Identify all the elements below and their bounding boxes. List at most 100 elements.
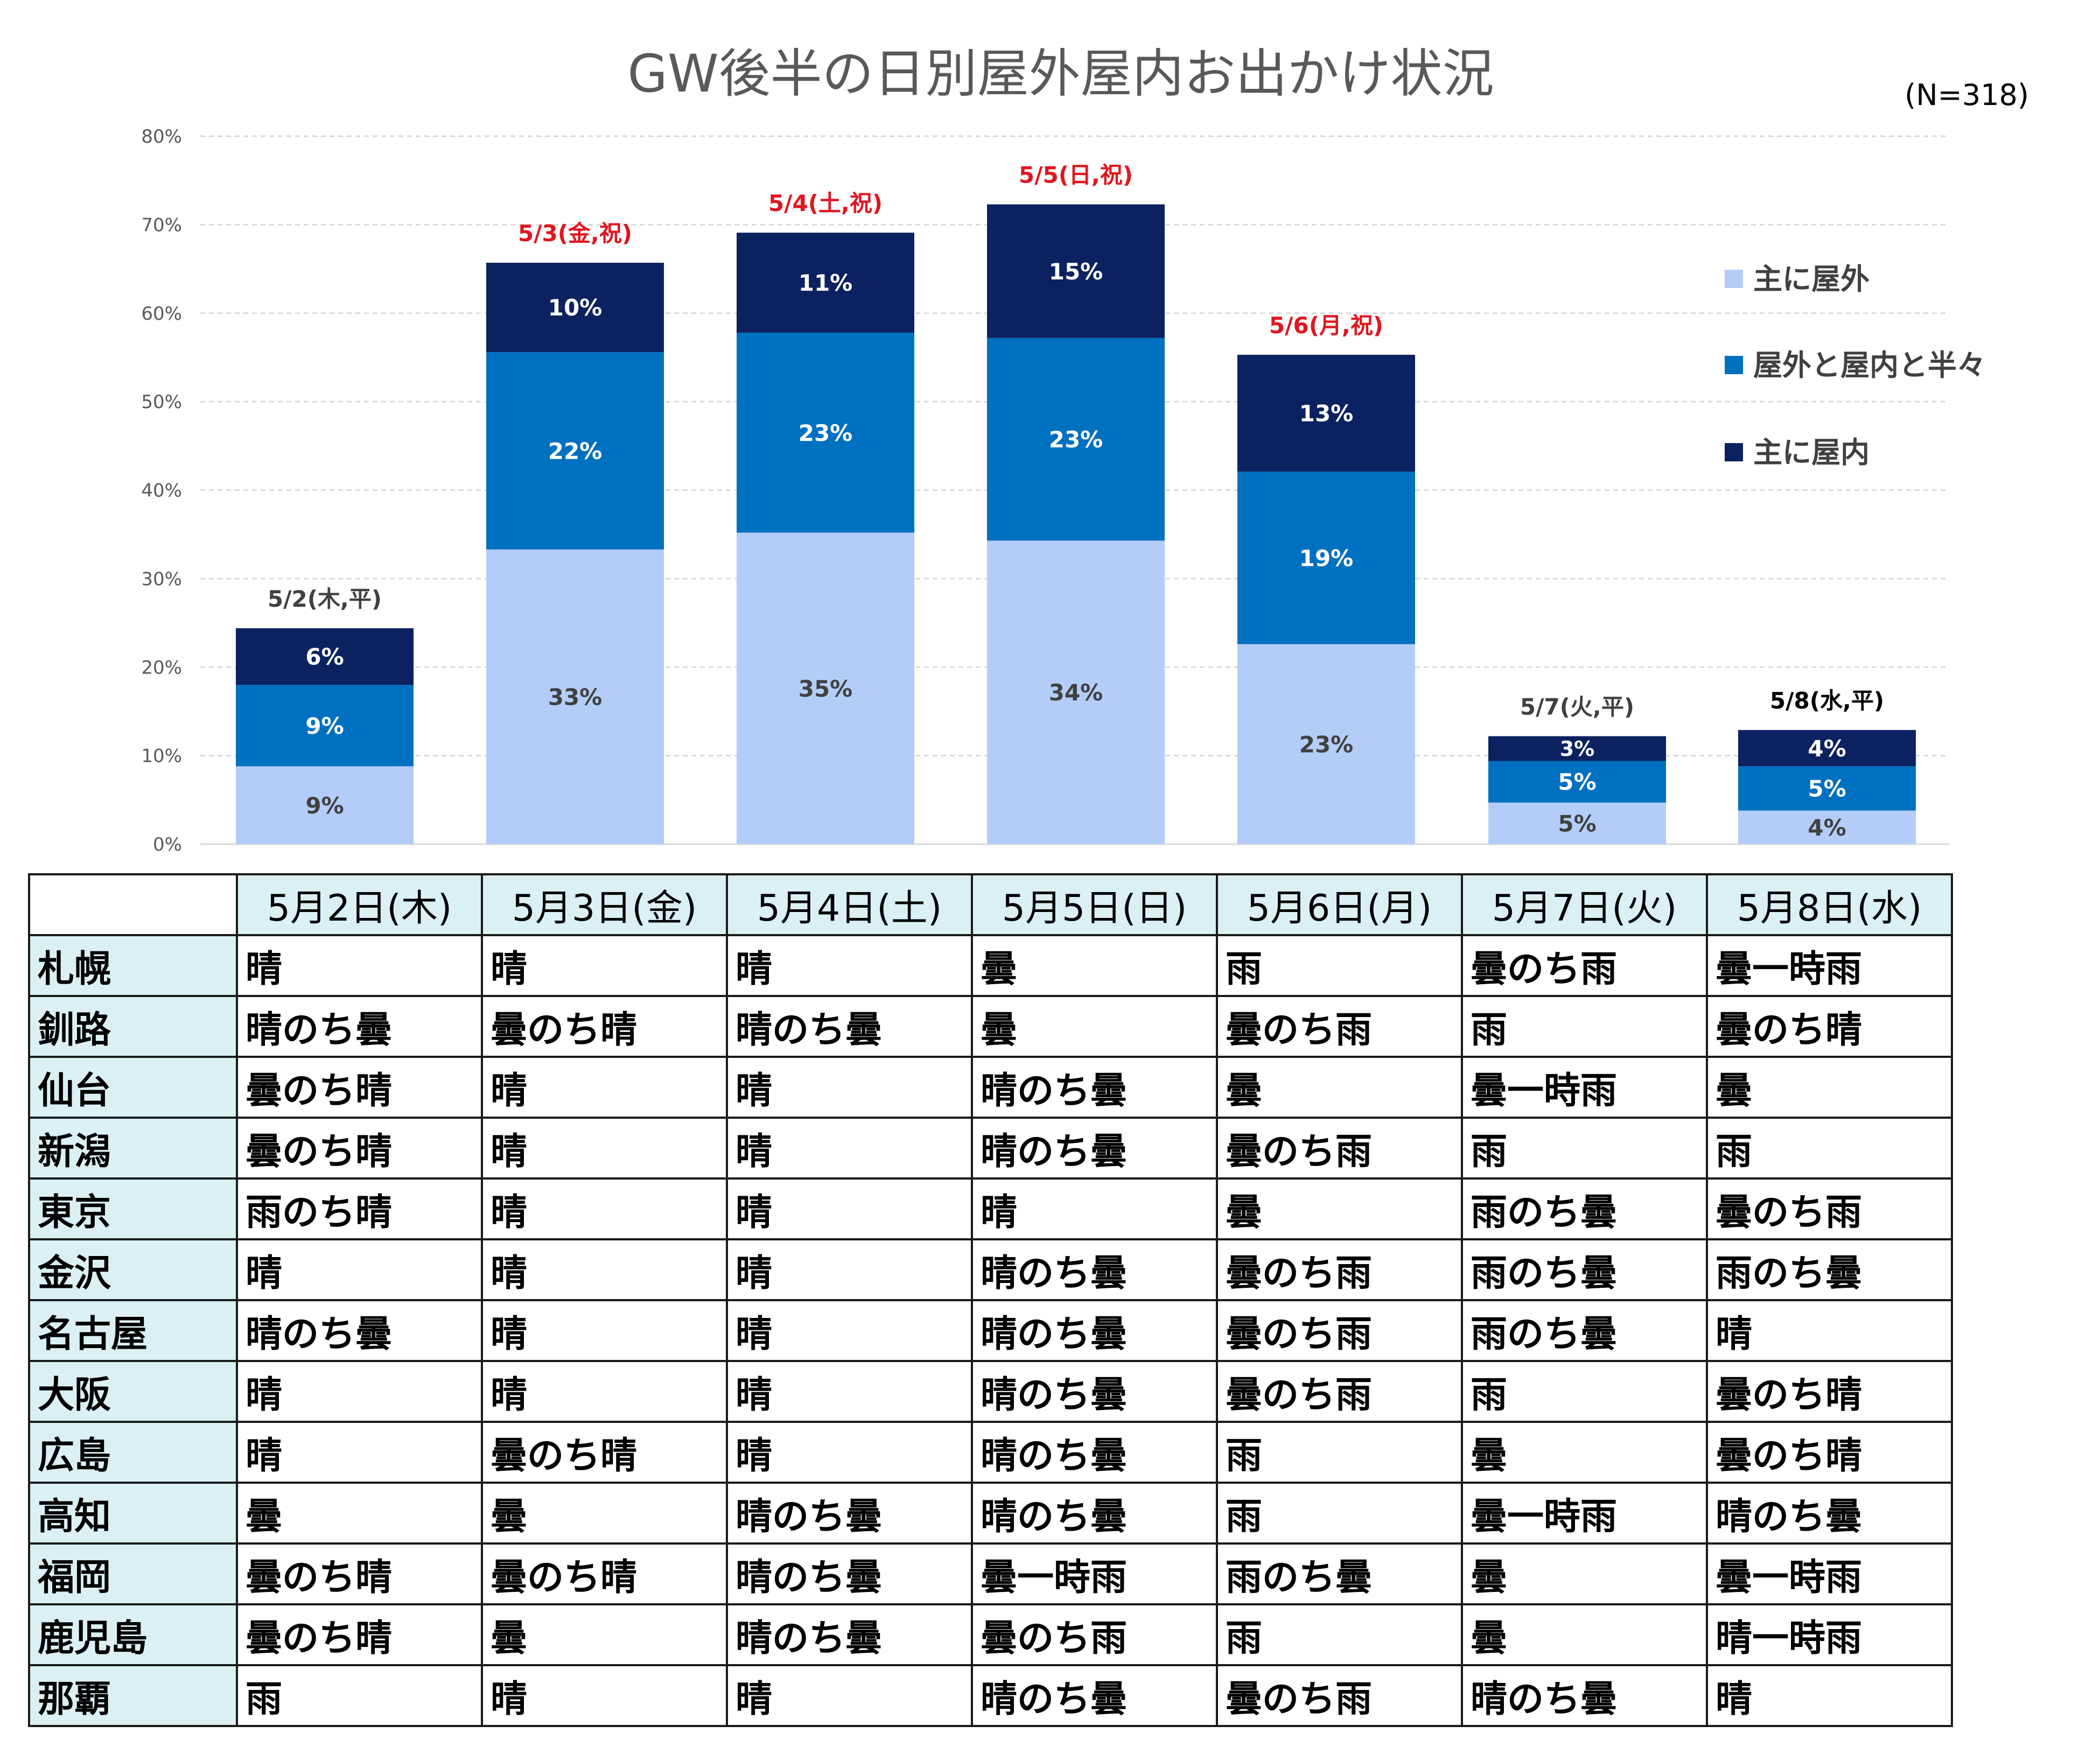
bar-segment (236, 685, 414, 767)
weather-cell: 曇のち雨 (1216, 1117, 1463, 1180)
chart-title: GW後半の日別屋外屋内お出かけ状況 (627, 44, 1494, 104)
table-row: 大阪晴晴晴晴のち曇 曇のち雨雨曇のち晴 (28, 1360, 1953, 1423)
weather-cell: 晴 (481, 934, 728, 997)
bar-segment (737, 233, 914, 333)
weather-cell: 曇のち晴 (481, 1542, 728, 1605)
weather-cell: 曇のち晴 (481, 995, 728, 1058)
weather-cell: 曇 (1461, 1421, 1708, 1484)
weather-cell: 晴 (481, 1056, 728, 1119)
category-label: 5/7(火,平) (1520, 693, 1634, 720)
weather-cell: 晴 (481, 1117, 728, 1180)
weather-table: 5月2日(木) 5月3日(金) 5月4日(土) 5月5日(日) 5月6日(月) … (28, 873, 1953, 1727)
stacked-bar-chart: GW後半の日別屋外屋内お出かけ状況 (N=318) 0% 10% 20% 30% 40%… (141, 44, 2029, 855)
weather-cell: 曇のち晴 (1706, 1360, 1953, 1423)
weather-cell: 曇のち晴 (236, 1056, 483, 1119)
legend-swatch (1725, 356, 1743, 374)
city-name: 高知 (28, 1482, 238, 1545)
y-tick-label: 70% (141, 214, 182, 236)
weather-cell: 晴 (726, 1056, 973, 1119)
bar-segment (1488, 802, 1666, 844)
city-name: 釧路 (28, 995, 238, 1058)
weather-cell: 晴 (726, 934, 973, 997)
legend-swatch (1725, 270, 1743, 288)
city-name: 仙台 (28, 1056, 238, 1119)
weather-cell: 曇のち晴 (236, 1117, 483, 1180)
data-label: 10% (548, 294, 603, 321)
data-label: 6% (305, 644, 344, 670)
weather-cell: 晴 (236, 1360, 483, 1423)
date-header: 5月2日(木) (236, 873, 483, 936)
weather-cell: 曇のち晴 (481, 1421, 728, 1484)
weather-cell: 曇一時雨 (1461, 1056, 1708, 1119)
weather-cell: 雨のち曇 (1461, 1238, 1708, 1301)
city-name: 東京 (28, 1177, 238, 1240)
sample-size-note: (N=318) (1905, 78, 2029, 112)
category-label: 5/6(月,祝) (1269, 312, 1383, 339)
weather-cell: 晴 (236, 934, 483, 997)
weather-cell: 晴 (726, 1117, 973, 1180)
weather-cell: 曇 (1706, 1056, 1953, 1119)
y-tick-label: 80% (141, 126, 182, 148)
bar-segment (1237, 471, 1415, 644)
category-label: 5/5(日,祝) (1019, 162, 1133, 188)
weather-cell: 晴 (726, 1177, 973, 1240)
weather-cell: 晴 (481, 1238, 728, 1301)
weather-cell: 雨 (1706, 1117, 1953, 1180)
weather-cell: 曇一時雨 (971, 1542, 1218, 1605)
weather-cell: 晴のち曇 (236, 1299, 483, 1362)
weather-cell: 曇 (1461, 1603, 1708, 1666)
weather-cell: 曇 (481, 1482, 728, 1545)
weather-cell: 曇のち晴 (236, 1603, 483, 1666)
weather-cell: 曇 (1216, 1056, 1463, 1119)
bar-segment (236, 628, 414, 685)
weather-cell: 晴のち曇 (971, 1238, 1218, 1301)
data-label: 33% (548, 684, 603, 710)
weather-cell: 晴 (726, 1299, 973, 1362)
y-tick-label: 50% (141, 391, 182, 413)
weather-cell: 晴 (1706, 1299, 1953, 1362)
city-name: 福岡 (28, 1542, 238, 1605)
table-row: 札幌晴晴晴曇雨曇のち雨 曇一時雨 (28, 934, 1953, 997)
weather-cell: 晴 (481, 1360, 728, 1423)
weather-cell: 曇一時雨 (1461, 1482, 1708, 1545)
table-row: 釧路 晴のち曇 曇のち晴 晴のち曇曇曇のち雨雨曇のち晴 (28, 995, 1953, 1058)
weather-cell: 晴のち曇 (971, 1056, 1218, 1119)
y-axis: 0% 10% 20% 30% 40% 50% 60% 70% 80% (141, 126, 182, 855)
city-name: 金沢 (28, 1238, 238, 1301)
weather-cell: 雨のち曇 (1706, 1238, 1953, 1301)
weather-cell: 曇のち雨 (1216, 1664, 1463, 1727)
weather-table-header: 5月2日(木) 5月3日(金) 5月4日(土) 5月5日(日) 5月6日(月) … (28, 873, 1953, 936)
table-row: 福岡 曇のち晴 曇のち晴 晴のち曇 曇一時雨 雨のち曇曇曇一時雨 (28, 1542, 1953, 1605)
category-label: 5/8(水,平) (1770, 687, 1884, 714)
weather-cell: 晴 (236, 1421, 483, 1484)
weather-cell: 曇 (1216, 1177, 1463, 1240)
weather-cell: 晴 (481, 1664, 728, 1727)
weather-cell: 晴のち曇 (1706, 1482, 1953, 1545)
weather-cell: 雨 (1461, 1117, 1708, 1180)
data-label: 13% (1299, 401, 1354, 427)
weather-cell: 雨のち晴 (236, 1177, 483, 1240)
bar-segment (486, 549, 664, 844)
data-label: 34% (1049, 679, 1103, 706)
bar-segment (737, 532, 914, 844)
data-label: 23% (1299, 731, 1354, 757)
bars: 9% 9% 6% 5/2(木,平) 33% 22% 10% 5/3(金,祝) 35% 23% 11%… (236, 162, 1916, 844)
weather-cell: 曇 (971, 934, 1218, 997)
legend-label: 屋外と屋内と半々 (1753, 348, 1986, 382)
table-row: 金沢晴晴晴晴のち曇 曇のち雨 雨のち曇 雨のち曇 (28, 1238, 1953, 1301)
city-name: 鹿児島 (28, 1603, 238, 1666)
y-tick-label: 40% (141, 480, 182, 502)
data-label: 23% (1049, 426, 1103, 453)
weather-cell: 晴のち曇 (236, 995, 483, 1058)
weather-cell: 曇一時雨 (1706, 1542, 1953, 1605)
y-tick-label: 10% (141, 746, 182, 767)
weather-cell: 晴のち曇 (726, 1603, 973, 1666)
weather-cell: 雨 (1216, 1603, 1463, 1666)
bar-segment (486, 352, 664, 550)
weather-cell: 晴 (481, 1177, 728, 1240)
date-header: 5月7日(火) (1461, 873, 1708, 936)
data-label: 9% (305, 713, 344, 739)
weather-cell: 曇のち雨 (1706, 1177, 1953, 1240)
weather-cell: 晴のち曇 (971, 1421, 1218, 1484)
